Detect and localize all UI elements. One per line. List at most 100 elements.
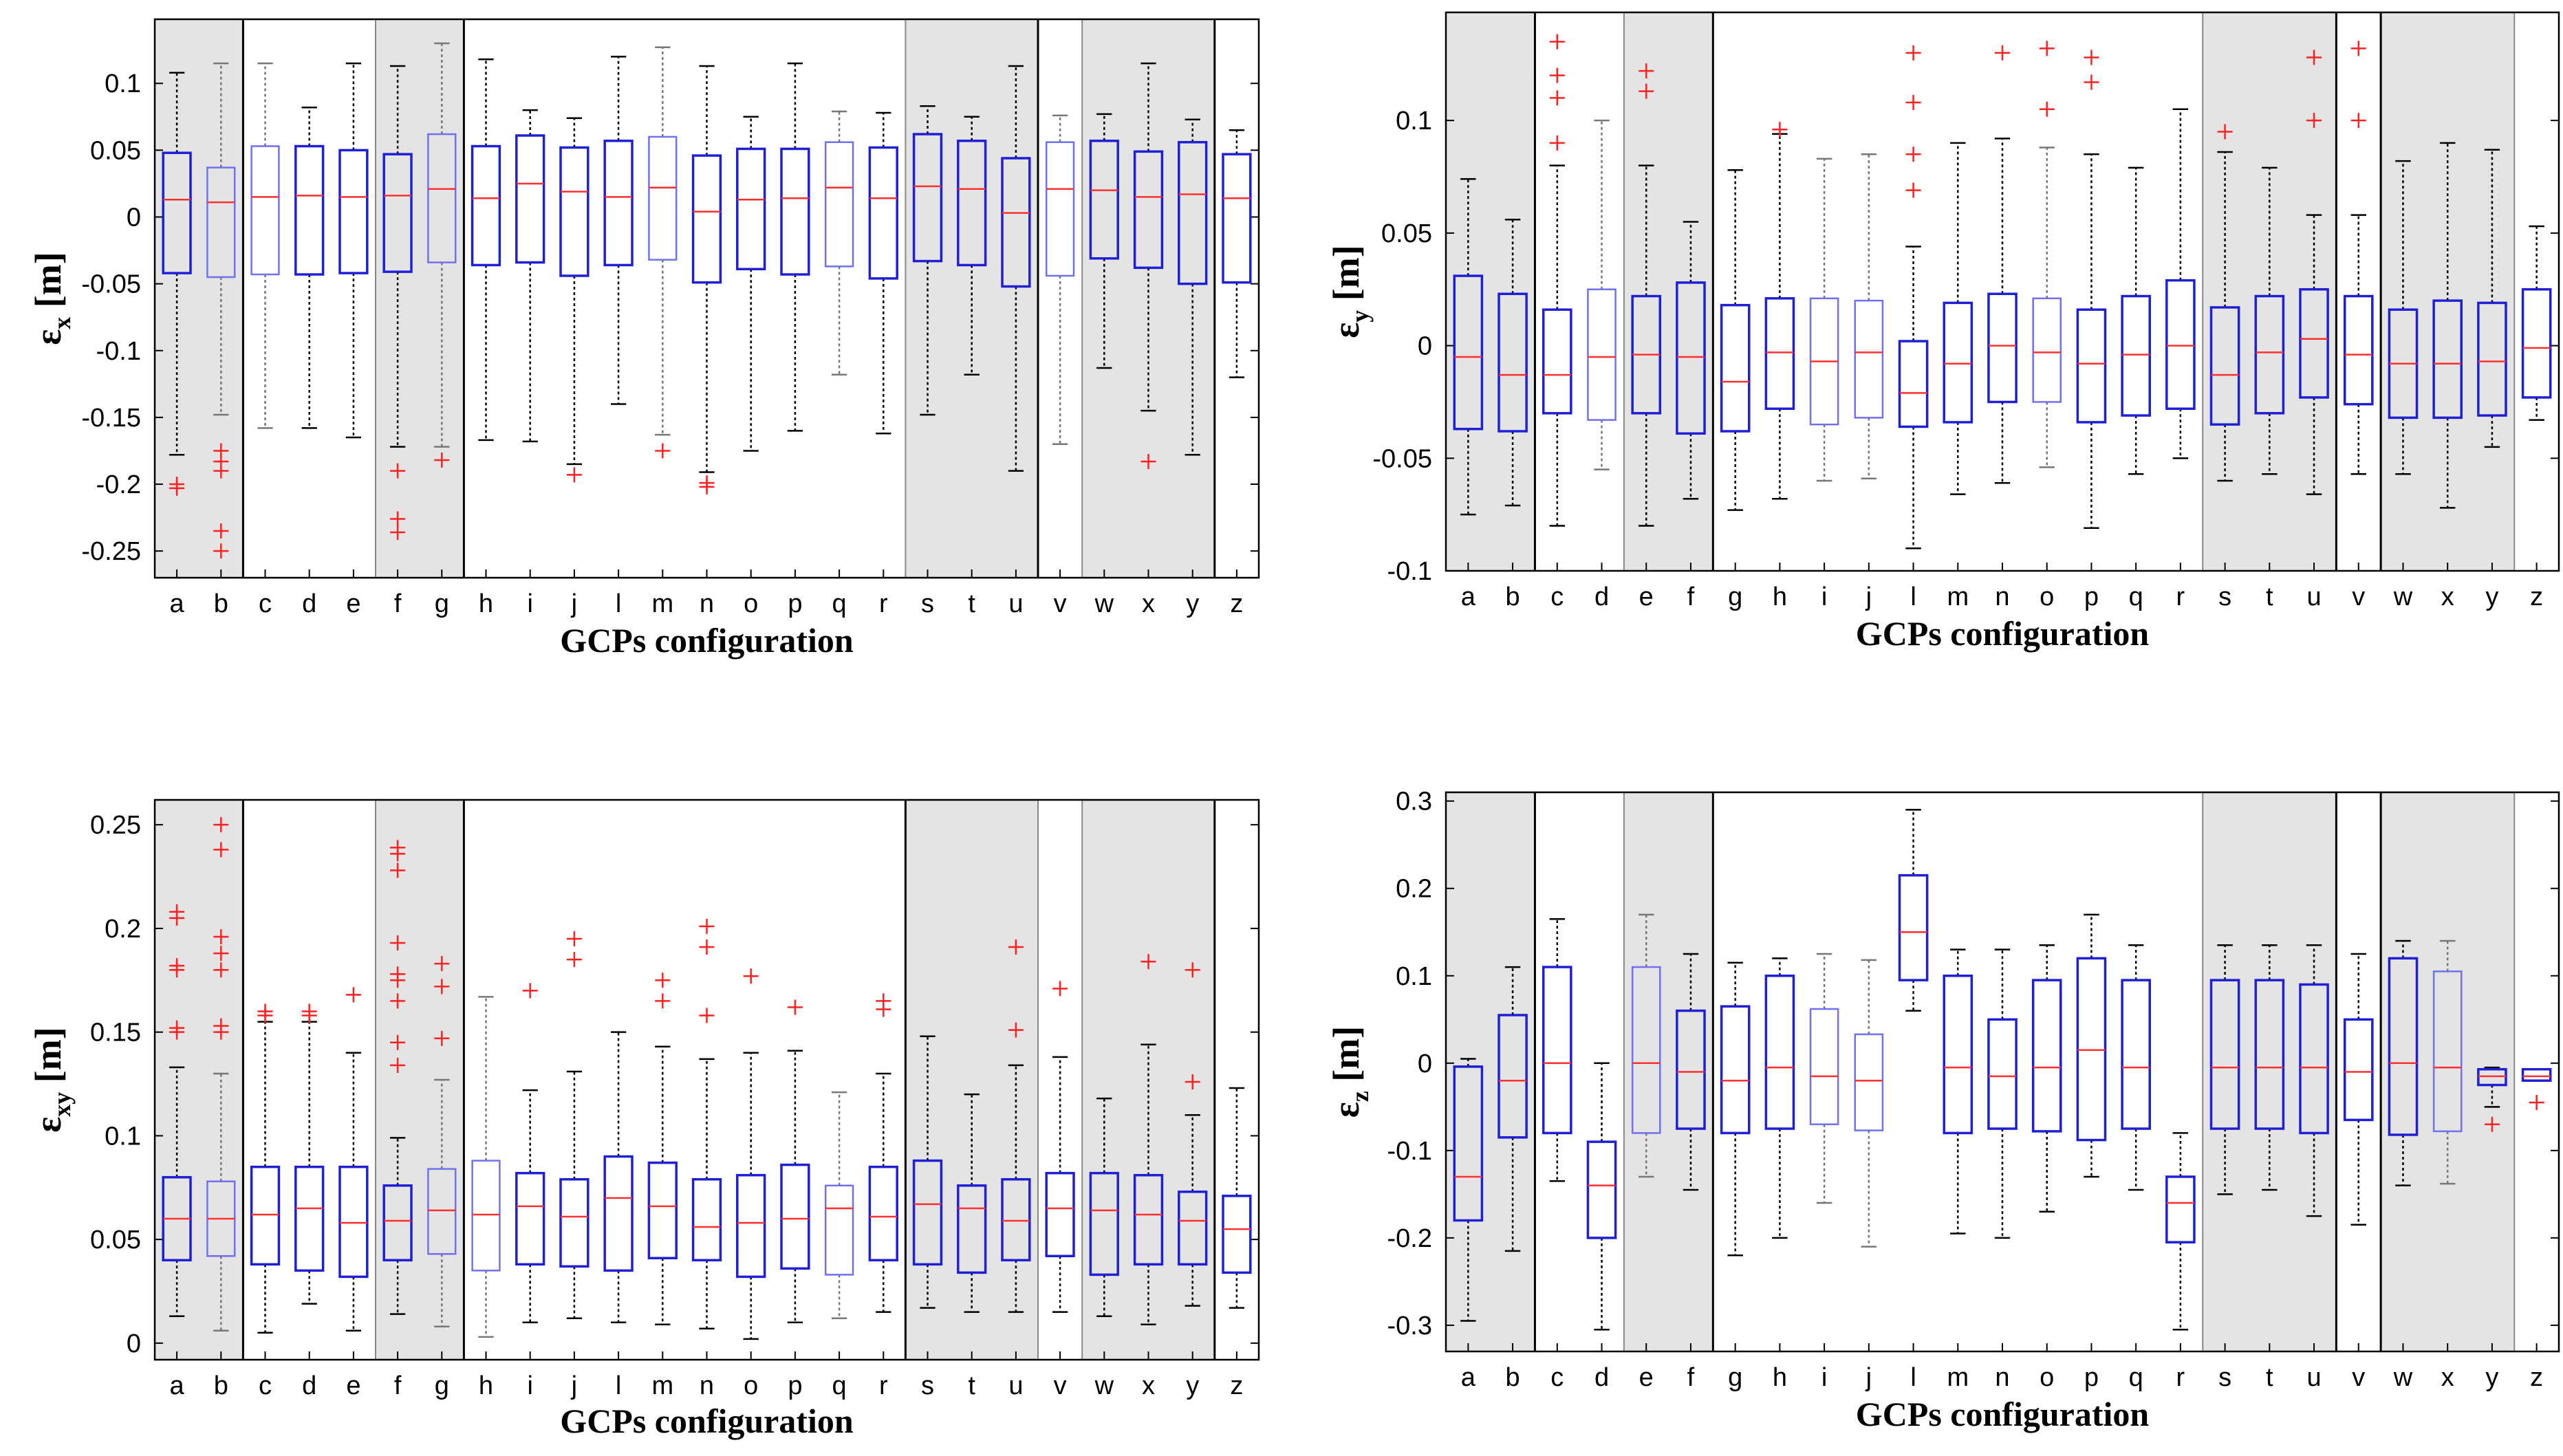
iqr-box — [2432, 299, 2463, 420]
x-tick-label: e — [346, 589, 360, 618]
iqr-box — [1001, 1177, 1031, 1262]
shaded-group-band — [2381, 12, 2515, 571]
box-y — [2477, 149, 2507, 448]
outlier-marker — [2484, 1116, 2500, 1132]
outlier-marker — [213, 928, 229, 944]
iqr-box — [1854, 1033, 1884, 1131]
box-u — [1001, 939, 1031, 1313]
y-axis-label: εx [m] — [28, 252, 76, 345]
outlier-marker — [345, 987, 361, 1003]
y-axis-label-symbol: ε — [1326, 323, 1367, 338]
x-tick-label: g — [435, 589, 449, 618]
outlier-marker — [2084, 50, 2099, 65]
box-s — [912, 1035, 943, 1309]
shaded-group-band — [905, 800, 1038, 1360]
box-j — [1854, 153, 1884, 480]
iqr-box — [780, 1163, 810, 1270]
y-axis-label: εz [m] — [1326, 1026, 1374, 1118]
x-tick-label: v — [1054, 589, 1067, 618]
y-axis-label-symbol: ε — [28, 1117, 69, 1133]
x-tick-label: s — [921, 1371, 934, 1400]
iqr-box — [1720, 303, 1751, 433]
x-tick-label: l — [616, 1371, 621, 1400]
iqr-box — [2209, 306, 2240, 426]
iqr-box — [1133, 150, 1164, 270]
outlier-marker — [699, 939, 715, 955]
x-tick-label: f — [394, 589, 402, 618]
x-tick-label: m — [1947, 583, 1969, 611]
box-y — [1178, 962, 1208, 1307]
x-tick-label: f — [1687, 1363, 1695, 1392]
outlier-marker — [2306, 50, 2322, 65]
box-u — [2299, 944, 2329, 1217]
box-j — [559, 931, 590, 1319]
outlier-marker — [1185, 1074, 1200, 1090]
iqr-box — [2521, 1067, 2552, 1082]
box-y — [2477, 1066, 2507, 1132]
x-tick-label: e — [1639, 583, 1654, 611]
x-tick-label: v — [1054, 1371, 1067, 1400]
outlier-marker — [699, 1008, 715, 1023]
iqr-box — [1045, 141, 1075, 277]
x-tick-label: w — [1094, 589, 1114, 618]
y-tick-label: 0.1 — [1396, 107, 1432, 135]
box-h — [1764, 122, 1795, 500]
y-axis-label-unit: [m] — [28, 1027, 69, 1091]
box-u — [1001, 65, 1031, 472]
x-tick-label: b — [1506, 583, 1520, 611]
iqr-box — [1133, 1173, 1164, 1266]
x-tick-label: s — [921, 589, 934, 618]
iqr-box — [957, 1184, 987, 1274]
outlier-marker — [390, 862, 406, 878]
box-l — [1898, 809, 1929, 1012]
box-b — [1497, 966, 1528, 1252]
outlier-marker — [1052, 981, 1068, 997]
iqr-box — [1542, 966, 1572, 1135]
box-p — [780, 62, 810, 432]
box-p — [2076, 913, 2107, 1178]
x-tick-label: b — [214, 589, 228, 618]
box-i — [1809, 953, 1839, 1204]
iqr-box — [2521, 287, 2552, 399]
y-tick-label: 0.05 — [90, 136, 141, 165]
shaded-group-band — [155, 800, 244, 1360]
x-tick-label: i — [527, 1371, 532, 1400]
x-tick-label: u — [2306, 1363, 2321, 1392]
x-tick-label: o — [2040, 583, 2054, 611]
outlier-marker — [213, 523, 229, 539]
x-tick-label: e — [346, 1371, 360, 1400]
box-z — [1222, 1087, 1252, 1309]
panel-epsilon-x: 0.1 0.05 0 -0.05 -0.1 -0.15 -0.2 -0.25 a b c d e f g h i… — [28, 18, 1260, 660]
x-tick-label: i — [1821, 583, 1827, 611]
y-tick-label: 0.3 — [1396, 787, 1432, 816]
iqr-box — [471, 1160, 501, 1272]
iqr-box — [1764, 297, 1795, 411]
outlier-marker — [2217, 124, 2233, 140]
box-v — [1045, 981, 1075, 1313]
y-tick-label: -0.2 — [96, 470, 141, 499]
x-tick-label: e — [1639, 1363, 1654, 1392]
y-axis-label-unit: [m] — [1326, 245, 1367, 309]
x-tick-label: a — [1461, 1363, 1476, 1392]
x-tick-label: l — [1910, 583, 1916, 611]
outlier-marker — [213, 842, 229, 858]
box-a — [1453, 1058, 1484, 1322]
iqr-box — [427, 1168, 457, 1255]
x-tick-label: d — [302, 589, 316, 618]
y-axis-label-subscript: x — [48, 317, 76, 329]
outlier-marker — [213, 946, 229, 961]
box-d — [294, 1003, 325, 1305]
shaded-group-band — [2203, 792, 2337, 1351]
outlier-marker — [169, 480, 185, 496]
box-e — [338, 62, 369, 439]
y-tick-label: 0.1 — [105, 69, 141, 98]
iqr-box — [1586, 1140, 1617, 1239]
panel-epsilon-z: 0.3 0.2 0.1 0 -0.1 -0.2 -0.3 a b c d e f g h i j l m n o p q r s… — [1326, 787, 2560, 1433]
box-p — [2076, 50, 2107, 530]
x-tick-label: j — [1866, 583, 1872, 611]
outlier-marker — [390, 840, 406, 856]
x-tick-label: y — [1186, 1371, 1199, 1400]
x-tick-label: p — [788, 589, 802, 618]
y-tick-label: 0.2 — [105, 915, 141, 944]
